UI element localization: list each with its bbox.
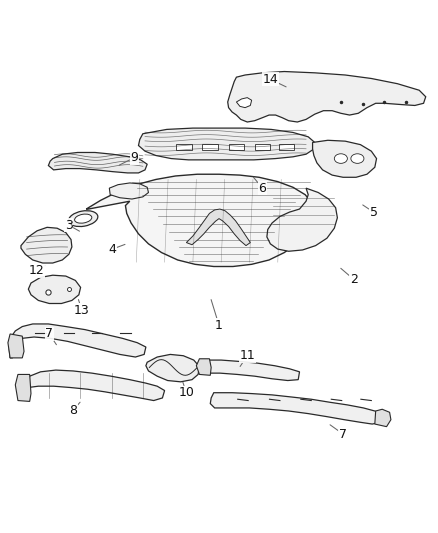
Text: 6: 6 [254,177,266,195]
Polygon shape [375,409,391,426]
Polygon shape [9,324,146,358]
Ellipse shape [351,154,364,163]
Polygon shape [15,375,31,401]
Polygon shape [210,393,382,424]
Polygon shape [28,275,81,303]
Polygon shape [254,144,270,150]
Text: 3: 3 [65,219,79,232]
Polygon shape [279,144,294,150]
Polygon shape [313,140,377,177]
Polygon shape [21,228,72,263]
Text: 7: 7 [45,327,57,345]
Text: 11: 11 [240,349,255,367]
Text: 8: 8 [69,402,80,417]
Polygon shape [138,128,315,160]
Polygon shape [199,360,300,381]
Polygon shape [86,174,314,266]
Polygon shape [110,183,148,199]
Text: 7: 7 [330,425,347,441]
Polygon shape [237,98,252,108]
Polygon shape [229,144,244,150]
Polygon shape [202,144,218,150]
Text: 5: 5 [363,205,378,219]
Text: 2: 2 [341,268,358,286]
Text: 12: 12 [28,264,45,277]
Text: 13: 13 [74,300,90,317]
Polygon shape [19,370,165,400]
Polygon shape [48,152,147,173]
Ellipse shape [69,211,98,227]
Ellipse shape [74,214,92,223]
Polygon shape [228,71,426,122]
Polygon shape [196,359,211,375]
Text: 1: 1 [211,300,223,332]
Polygon shape [267,188,337,251]
Polygon shape [177,144,192,150]
Text: 4: 4 [109,243,125,256]
Text: 9: 9 [119,151,138,165]
Polygon shape [8,334,24,358]
Text: 10: 10 [178,382,194,399]
Polygon shape [186,209,251,246]
Ellipse shape [334,154,347,163]
Polygon shape [146,354,199,382]
Text: 14: 14 [262,73,286,87]
